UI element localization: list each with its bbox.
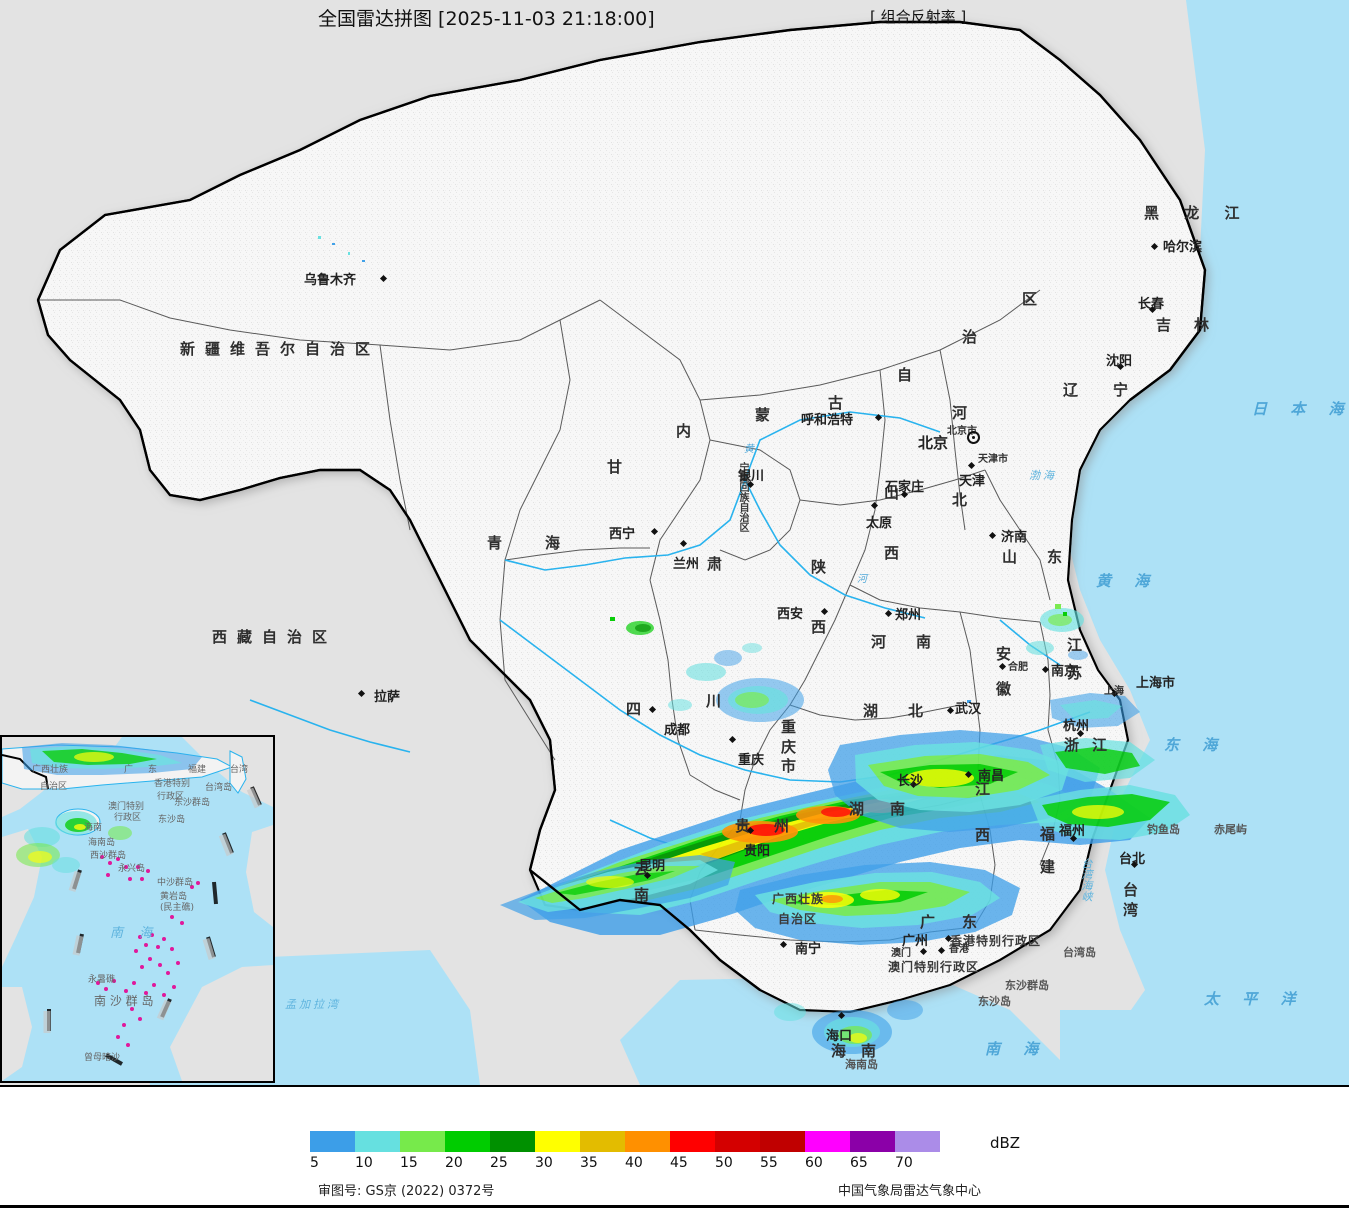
agency-name: 中国气象局雷达气象中心 bbox=[838, 1184, 982, 1199]
national-border-south bbox=[529, 869, 761, 991]
colorbar-tick-5: 5 bbox=[310, 1155, 319, 1171]
capital-marker-beijing bbox=[967, 431, 980, 444]
colorbar-tick-10: 10 bbox=[355, 1155, 373, 1171]
colorbar-swatch-10[interactable] bbox=[355, 1131, 400, 1152]
inset-svg bbox=[2, 737, 273, 1081]
national-border-north bbox=[36, 20, 1207, 401]
echo-fujian bbox=[1030, 785, 1190, 840]
colorbar-tick-40: 40 bbox=[625, 1155, 643, 1171]
colorbar-tick-70: 70 bbox=[895, 1155, 913, 1171]
colorbar-tick-55: 55 bbox=[760, 1155, 778, 1171]
colorbar-tick-25: 25 bbox=[490, 1155, 508, 1171]
colorbar-swatch-65[interactable] bbox=[850, 1131, 895, 1152]
radar-echo-layer bbox=[318, 236, 1190, 1054]
colorbar[interactable] bbox=[310, 1131, 940, 1152]
echo-hainan bbox=[774, 1000, 923, 1054]
colorbar-swatch-25[interactable] bbox=[490, 1131, 535, 1152]
china-map-svg bbox=[36, 0, 1349, 1085]
colorbar-swatch-60[interactable] bbox=[805, 1131, 850, 1152]
colorbar-tick-20: 20 bbox=[445, 1155, 463, 1171]
echo-scattered bbox=[318, 236, 1067, 703]
colorbar-tick-30: 30 bbox=[535, 1155, 553, 1171]
echo-sichuan bbox=[626, 621, 804, 722]
echo-zhejiang bbox=[1040, 693, 1155, 782]
colorbar-unit-label: dBZ bbox=[990, 1134, 1021, 1152]
colorbar-swatch-35[interactable] bbox=[580, 1131, 625, 1152]
colorbar-tick-15: 15 bbox=[400, 1155, 418, 1171]
colorbar-swatch-40[interactable] bbox=[625, 1131, 670, 1152]
map-canvas[interactable]: 新疆维吾尔自治区 西藏自治区 青 海 甘 肃 内 蒙 古 自 治 区 黑 龙 江… bbox=[0, 0, 1349, 1085]
echo-hunan-jiangxi bbox=[828, 730, 1100, 832]
colorbar-tick-35: 35 bbox=[580, 1155, 598, 1171]
colorbar-swatch-5[interactable] bbox=[310, 1131, 355, 1152]
colorbar-tick-60: 60 bbox=[805, 1155, 823, 1171]
colorbar-swatch-50[interactable] bbox=[715, 1131, 760, 1152]
colorbar-tick-45: 45 bbox=[670, 1155, 688, 1171]
page-title: 全国雷达拼图 [2025-11-03 21:18:00] bbox=[318, 8, 655, 30]
south-china-sea-inset[interactable]: 广西壮族 自治区 广 东 福建 台湾 香港特别 行政区 台湾岛 澳门特别 行政区… bbox=[0, 735, 275, 1083]
colorbar-swatch-45[interactable] bbox=[670, 1131, 715, 1152]
approval-number: 审图号: GS京 (2022) 0372号 bbox=[318, 1184, 495, 1199]
colorbar-swatch-20[interactable] bbox=[445, 1131, 490, 1152]
echo-guangdong bbox=[735, 862, 1020, 945]
colorbar-swatch-30[interactable] bbox=[535, 1131, 580, 1152]
colorbar-swatch-55[interactable] bbox=[760, 1131, 805, 1152]
colorbar-swatch-70[interactable] bbox=[895, 1131, 940, 1152]
colorbar-tick-65: 65 bbox=[850, 1155, 868, 1171]
colorbar-ticks: 5 10 15 20 25 30 35 40 45 50 55 60 65 70 bbox=[310, 1155, 1010, 1173]
echo-jiangsu bbox=[1026, 608, 1088, 660]
colorbar-swatch-15[interactable] bbox=[400, 1131, 445, 1152]
colorbar-tick-50: 50 bbox=[715, 1155, 733, 1171]
national-border-west bbox=[36, 299, 557, 871]
product-type-label: [ 组合反射率 ] bbox=[870, 8, 967, 26]
